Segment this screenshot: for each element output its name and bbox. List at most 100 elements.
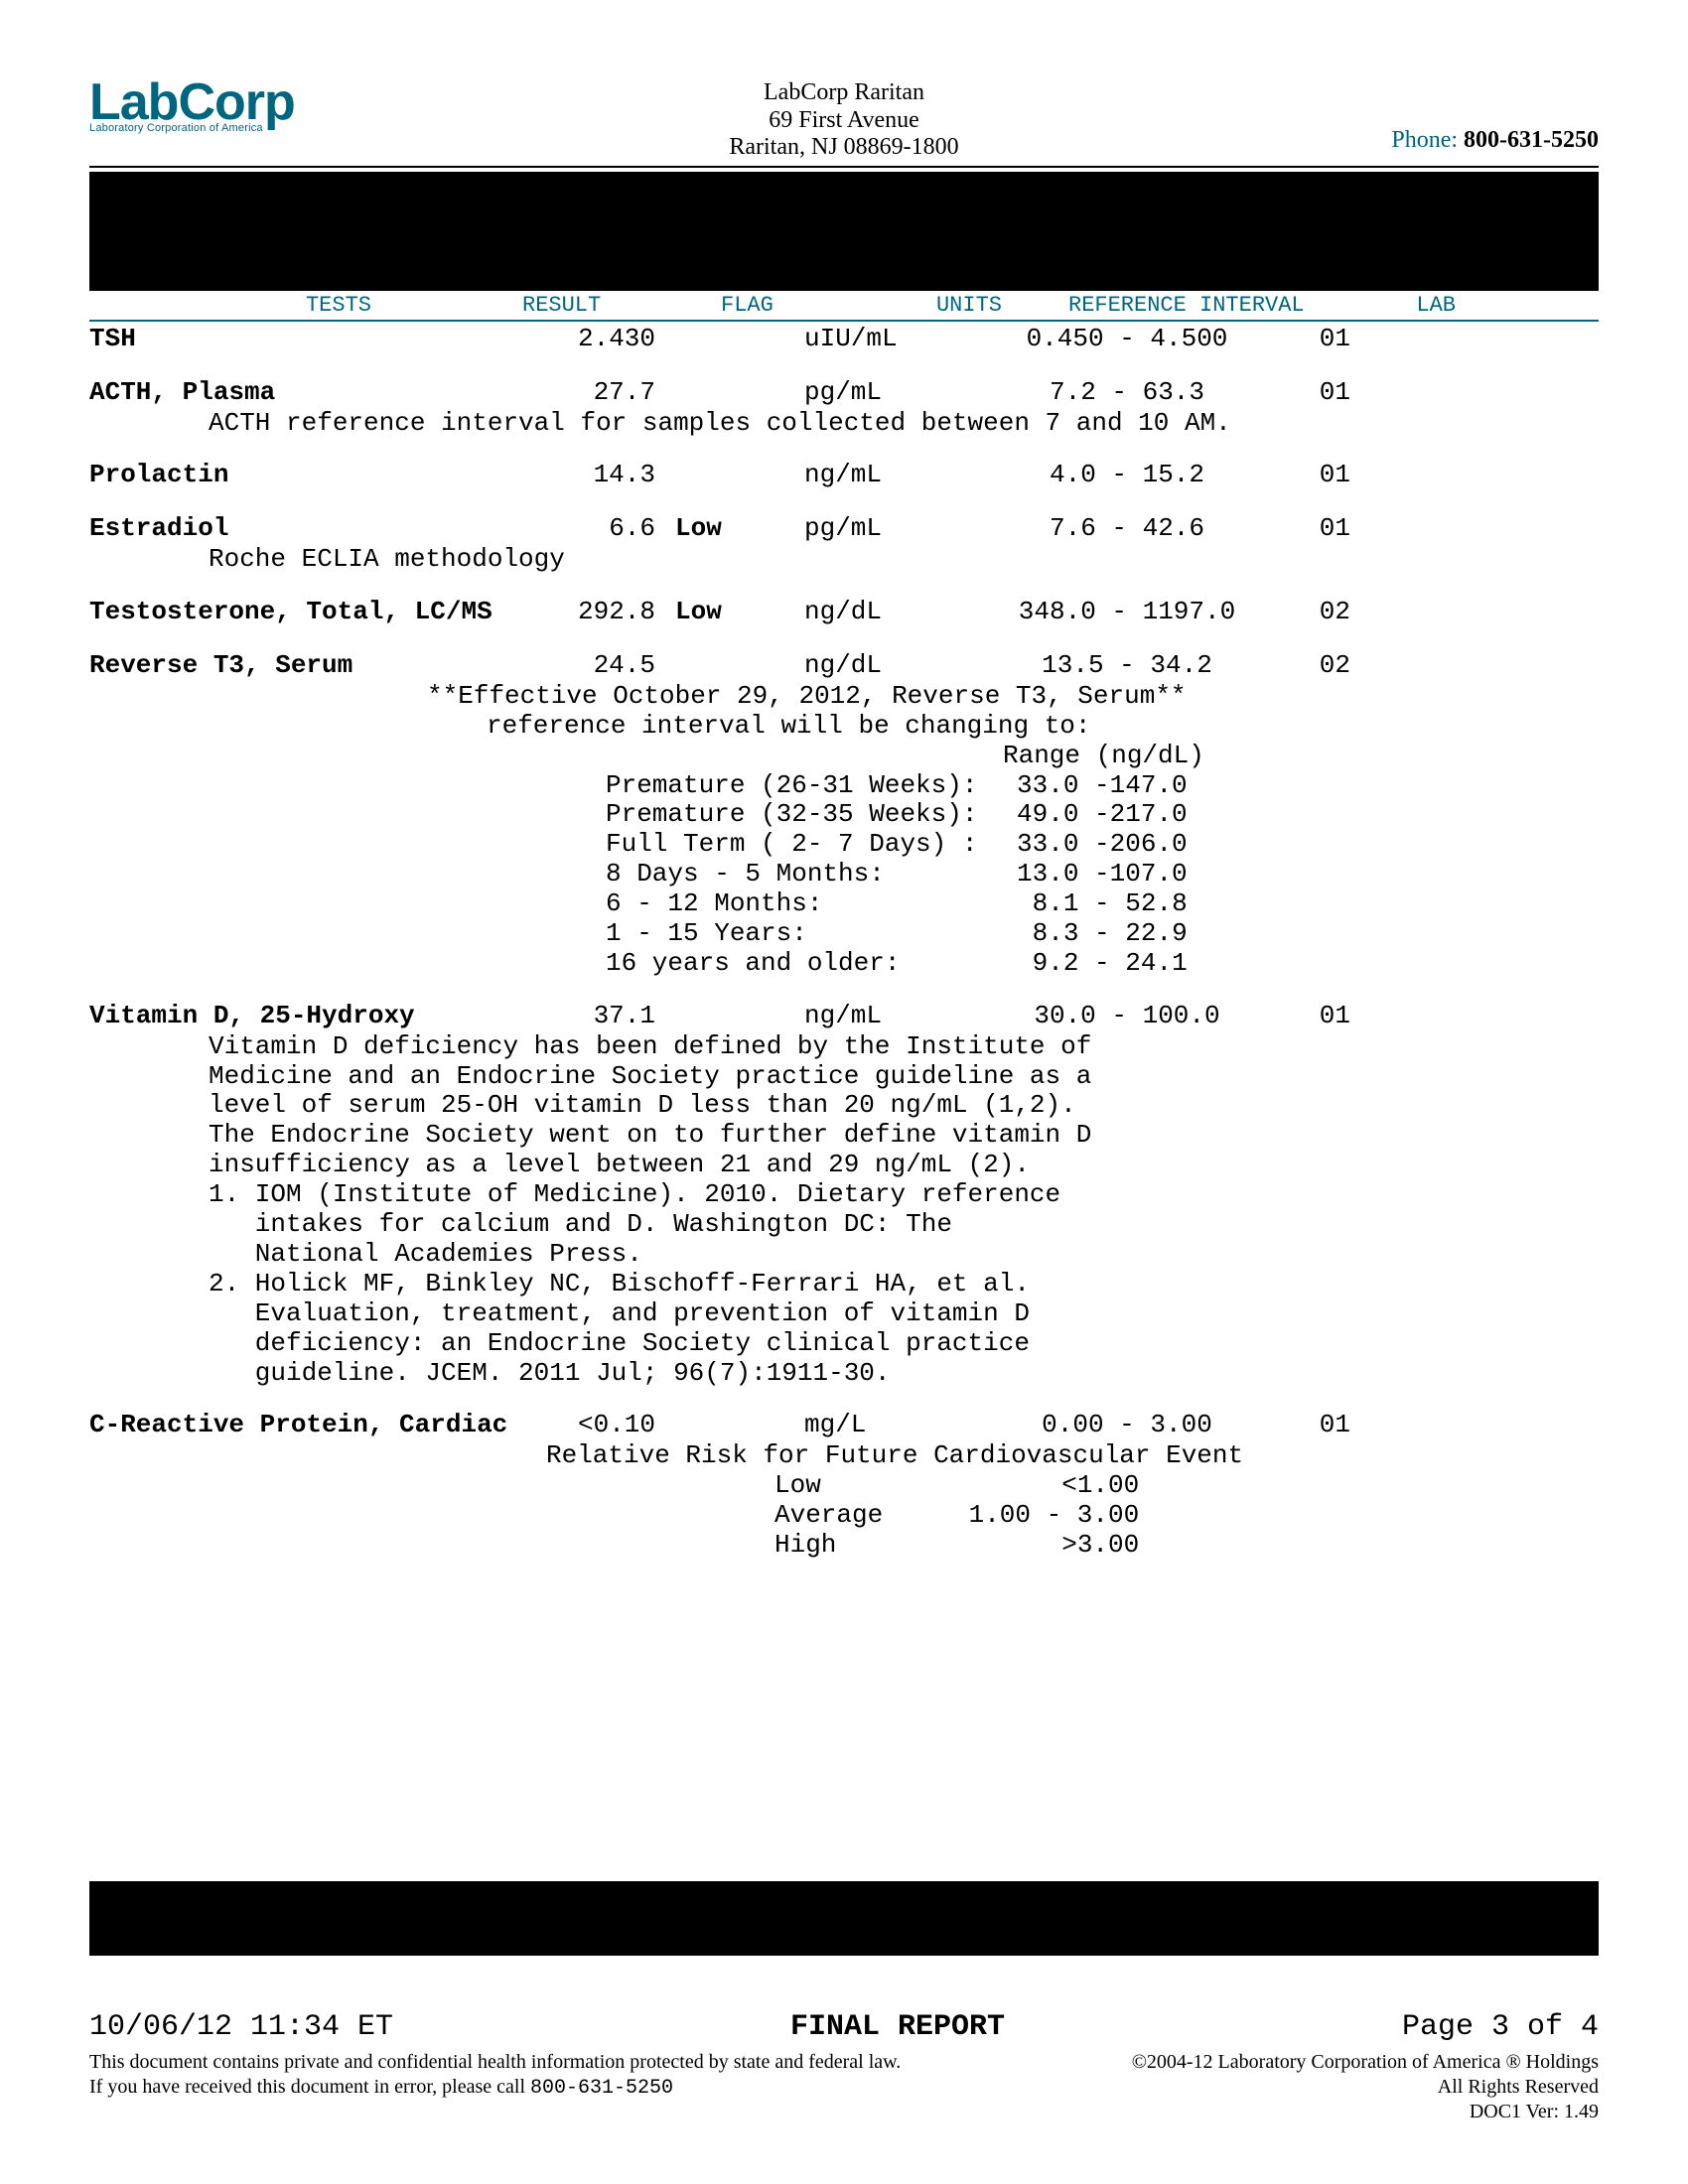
labcorp-logo: LabCorp Laboratory Corporation of Americ… (89, 79, 295, 134)
result-row-prolactin: Prolactin 14.3 ng/mL 4.0 - 15.2 01 (89, 460, 1599, 491)
test-units: ng/mL (804, 1002, 973, 1031)
rt3-range-row: Premature (32-35 Weeks): 49.0 -217.0 (89, 800, 1599, 830)
result-row-acth: ACTH, Plasma 27.7 pg/mL 7.2 - 63.3 01 (89, 377, 1599, 409)
test-result: 6.6 (516, 514, 675, 544)
rt3-range-row: 8 Days - 5 Months: 13.0 -107.0 (89, 860, 1599, 889)
test-ref: 4.0 - 15.2 (973, 461, 1281, 490)
phone-label: Phone: (1391, 127, 1464, 153)
disclaimer-phone: 800-631-5250 (530, 2077, 673, 2100)
vitd-ref-2b: Evaluation, treatment, and prevention of… (89, 1299, 1599, 1329)
col-result: RESULT (522, 293, 721, 318)
footer-copyright-block: ©2004-12 Laboratory Corporation of Ameri… (1132, 2050, 1599, 2124)
test-name: C-Reactive Protein, Cardiac (89, 1411, 516, 1440)
test-name: Prolactin (89, 461, 516, 490)
test-units: ng/dL (804, 598, 973, 627)
rt3-range-row: 6 - 12 Months: 8.1 - 52.8 (89, 889, 1599, 919)
test-lab: 01 (1281, 1411, 1350, 1440)
results-body: TSH 2.430 uIU/mL 0.450 - 4.500 01 ACTH, … (89, 322, 1599, 1561)
crp-risk-row: Low <1.00 (89, 1471, 1599, 1501)
report-footer: 10/06/12 11:34 ET FINAL REPORT Page 3 of… (89, 2000, 1599, 2124)
disclaimer-line2: If you have received this document in er… (89, 2075, 901, 2101)
rt3-range-row: Premature (26-31 Weeks): 33.0 -147.0 (89, 771, 1599, 801)
test-name: TSH (89, 325, 516, 354)
vitd-ref-1b: intakes for calcium and D. Washington DC… (89, 1210, 1599, 1240)
crp-risk-title: Relative Risk for Future Cardiovascular … (89, 1441, 1599, 1471)
lab-report-page: LabCorp Laboratory Corporation of Americ… (0, 0, 1688, 2184)
disclaimer-line1: This document contains private and confi… (89, 2050, 901, 2075)
test-flag: Low (675, 598, 804, 627)
test-result: 14.3 (516, 461, 675, 490)
test-flag (675, 325, 804, 354)
col-lab: LAB (1386, 293, 1456, 318)
rt3-range-row: 1 - 15 Years: 8.3 - 22.9 (89, 919, 1599, 949)
test-lab: 01 (1281, 1002, 1350, 1031)
test-ref: 7.6 - 42.6 (973, 514, 1281, 544)
footer-status-row: 10/06/12 11:34 ET FINAL REPORT Page 3 of… (89, 2000, 1599, 2050)
footer-page: Page 3 of 4 (1402, 2010, 1599, 2044)
test-units: pg/mL (804, 378, 973, 408)
results-column-header: TESTS RESULT FLAG UNITS REFERENCE INTERV… (89, 291, 1599, 322)
vitd-note-p1: Vitamin D deficiency has been defined by… (89, 1032, 1599, 1062)
vitd-note-p4: The Endocrine Society went on to further… (89, 1121, 1599, 1151)
vitd-ref-1c: National Academies Press. (89, 1240, 1599, 1270)
result-row-crp: C-Reactive Protein, Cardiac <0.10 mg/L 0… (89, 1410, 1599, 1441)
result-row-vitd: Vitamin D, 25-Hydroxy 37.1 ng/mL 30.0 - … (89, 1001, 1599, 1032)
test-result: 24.5 (516, 651, 675, 681)
rt3-range-row: 16 years and older: 9.2 - 24.1 (89, 949, 1599, 979)
test-lab: 02 (1281, 598, 1350, 627)
test-flag (675, 461, 804, 490)
disclaimer-pre: If you have received this document in er… (89, 2076, 530, 2098)
col-tests: TESTS (95, 293, 522, 318)
footer-disclaimer: This document contains private and confi… (89, 2050, 901, 2124)
test-lab: 01 (1281, 514, 1350, 544)
phone-block: Phone: 800-631-5250 (1391, 127, 1599, 154)
result-row-tsh: TSH 2.430 uIU/mL 0.450 - 4.500 01 (89, 324, 1599, 355)
vitd-note-p5: insufficiency as a level between 21 and … (89, 1151, 1599, 1180)
result-row-rt3: Reverse T3, Serum 24.5 ng/dL 13.5 - 34.2… (89, 650, 1599, 682)
vitd-note-p3: level of serum 25-OH vitamin D less than… (89, 1091, 1599, 1121)
test-name: ACTH, Plasma (89, 378, 516, 408)
test-lab: 01 (1281, 461, 1350, 490)
test-result: 27.7 (516, 378, 675, 408)
footer-rights: All Rights Reserved (1132, 2075, 1599, 2100)
test-ref: 0.00 - 3.00 (973, 1411, 1281, 1440)
estradiol-note: Roche ECLIA methodology (89, 545, 1599, 575)
vitd-note-p2: Medicine and an Endocrine Society practi… (89, 1062, 1599, 1092)
test-units: uIU/mL (804, 325, 973, 354)
test-flag: Low (675, 514, 804, 544)
phone-number: 800-631-5250 (1464, 127, 1599, 153)
col-flag: FLAG (721, 293, 870, 318)
test-units: mg/L (804, 1411, 973, 1440)
footer-legal-row: This document contains private and confi… (89, 2050, 1599, 2124)
test-flag (675, 1002, 804, 1031)
facility-addr2: Raritan, NJ 08869-1800 (89, 134, 1599, 162)
vitd-ref-2c: deficiency: an Endocrine Society clinica… (89, 1329, 1599, 1359)
facility-name: LabCorp Raritan (89, 79, 1599, 107)
test-lab: 01 (1281, 325, 1350, 354)
test-lab: 02 (1281, 651, 1350, 681)
facility-addr1: 69 First Avenue (89, 107, 1599, 135)
test-units: pg/mL (804, 514, 973, 544)
rt3-range-header: Range (ng/dL) (89, 742, 1599, 771)
test-ref: 348.0 - 1197.0 (973, 598, 1281, 627)
test-ref: 0.450 - 4.500 (973, 325, 1281, 354)
test-ref: 30.0 - 100.0 (973, 1002, 1281, 1031)
col-units: UNITS (870, 293, 1068, 318)
crp-risk-row: Average 1.00 - 3.00 (89, 1501, 1599, 1531)
test-name: Reverse T3, Serum (89, 651, 516, 681)
test-ref: 13.5 - 34.2 (973, 651, 1281, 681)
test-name: Testosterone, Total, LC/MS (89, 598, 516, 627)
test-flag (675, 378, 804, 408)
col-ref: REFERENCE INTERVAL (1068, 293, 1386, 318)
acth-note: ACTH reference interval for samples coll… (89, 409, 1599, 439)
result-row-testosterone: Testosterone, Total, LC/MS 292.8 Low ng/… (89, 597, 1599, 628)
test-lab: 01 (1281, 378, 1350, 408)
test-result: 292.8 (516, 598, 675, 627)
test-result: 37.1 (516, 1002, 675, 1031)
test-ref: 7.2 - 63.3 (973, 378, 1281, 408)
footer-datetime: 10/06/12 11:34 ET (89, 2010, 393, 2044)
redaction-bar-top (89, 172, 1599, 291)
rt3-range-row: Full Term ( 2- 7 Days) : 33.0 -206.0 (89, 830, 1599, 860)
vitd-ref-1a: 1. IOM (Institute of Medicine). 2010. Di… (89, 1180, 1599, 1210)
test-name: Estradiol (89, 514, 516, 544)
